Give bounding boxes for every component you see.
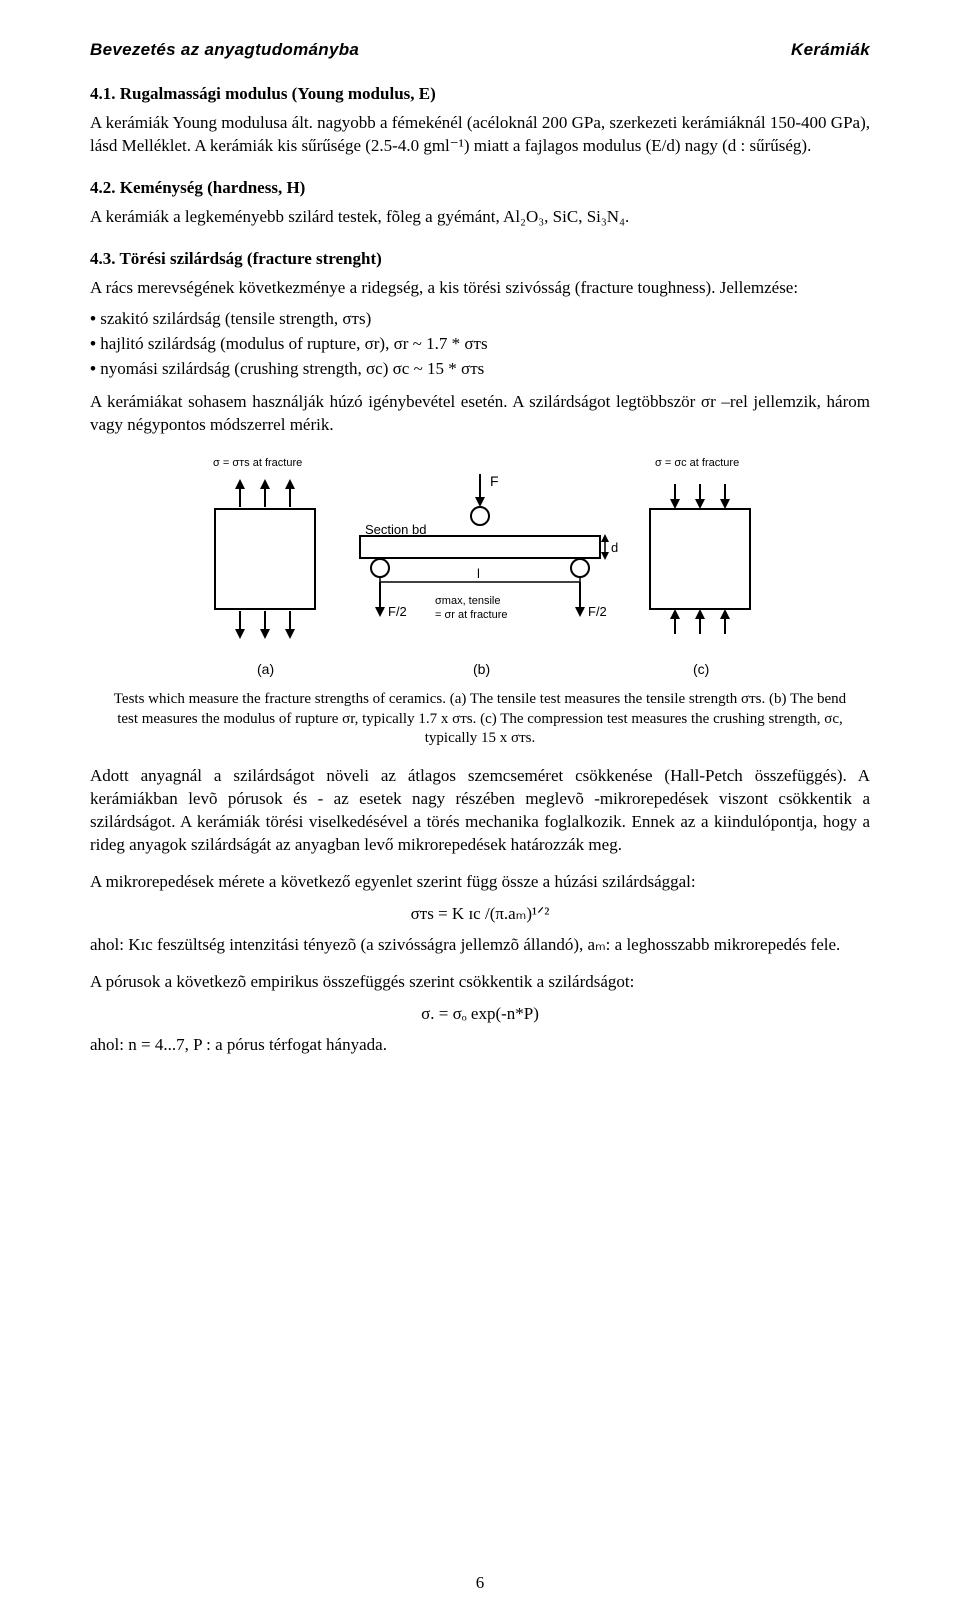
header-left: Bevezetés az anyagtudományba bbox=[90, 40, 359, 60]
fracture-test-figure: σ = σᴛs at fracture σ = σc at fracture bbox=[185, 454, 775, 684]
page-header: Bevezetés az anyagtudományba Kerámiák bbox=[90, 40, 870, 60]
where-kic: ahol: Kɪc feszültség intenzitási tényezõ… bbox=[90, 934, 870, 957]
list-item: szakitó szilárdság (tensile strength, σᴛ… bbox=[90, 308, 870, 331]
figure-caption: Tests which measure the fracture strengt… bbox=[110, 690, 850, 749]
section-42-title: 4.2. Keménység (hardness, H) bbox=[90, 178, 870, 198]
fig-c bbox=[650, 484, 750, 634]
fig-label-left: σ = σᴛs at fracture bbox=[213, 457, 302, 469]
list-item: nyomási szilárdság (crushing strength, σ… bbox=[90, 358, 870, 381]
fig-label-b: (b) bbox=[473, 661, 490, 677]
fig-label-c: (c) bbox=[693, 661, 709, 677]
section-43-p1: A rács merevségének következménye a ride… bbox=[90, 277, 870, 300]
fig-label-right: σ = σc at fracture bbox=[655, 457, 739, 469]
section-41-title: 4.1. Rugalmassági modulus (Young modulus… bbox=[90, 84, 870, 104]
fig-a bbox=[215, 479, 315, 639]
svg-text:l: l bbox=[477, 566, 480, 581]
hall-petch-paragraph: Adott anyagnál a szilárdságot növeli az … bbox=[90, 765, 870, 857]
svg-text:F/2: F/2 bbox=[388, 604, 407, 619]
section-43-p2: A kerámiákat sohasem használják húzó igé… bbox=[90, 391, 870, 437]
page-number: 6 bbox=[476, 1573, 485, 1593]
header-right: Kerámiák bbox=[791, 40, 870, 60]
section-41-body: A kerámiák Young modulusa ált. nagyobb a… bbox=[90, 112, 870, 158]
formula-porus: σ. = σₒ exp(-n*P) bbox=[90, 1004, 870, 1024]
where-porus: ahol: n = 4...7, P : a pórus térfogat há… bbox=[90, 1034, 870, 1057]
section-43-title: 4.3. Törési szilárdság (fracture strengh… bbox=[90, 249, 870, 269]
list-item: hajlitó szilárdság (modulus of rupture, … bbox=[90, 333, 870, 356]
fig-b: F Section bd l d bbox=[360, 473, 618, 621]
svg-text:σmax, tensile: σmax, tensile bbox=[435, 595, 500, 607]
microcrack-intro: A mikrorepedések mérete a következő egye… bbox=[90, 871, 870, 894]
section-43-list: szakitó szilárdság (tensile strength, σᴛ… bbox=[90, 308, 870, 381]
fig-label-a: (a) bbox=[257, 661, 274, 677]
section-42-body: A kerámiák a legkeményebb szilárd testek… bbox=[90, 206, 870, 229]
porus-intro: A pórusok a következõ empirikus összefüg… bbox=[90, 971, 870, 994]
svg-text:F/2: F/2 bbox=[588, 604, 607, 619]
formula-kic: σᴛs = K ɪc /(π.aₘ)¹ᐟ² bbox=[90, 904, 870, 924]
svg-text:Section bd: Section bd bbox=[365, 522, 426, 537]
svg-text:= σr at fracture: = σr at fracture bbox=[435, 609, 508, 621]
svg-text:d: d bbox=[611, 540, 618, 555]
svg-text:F: F bbox=[490, 473, 499, 489]
